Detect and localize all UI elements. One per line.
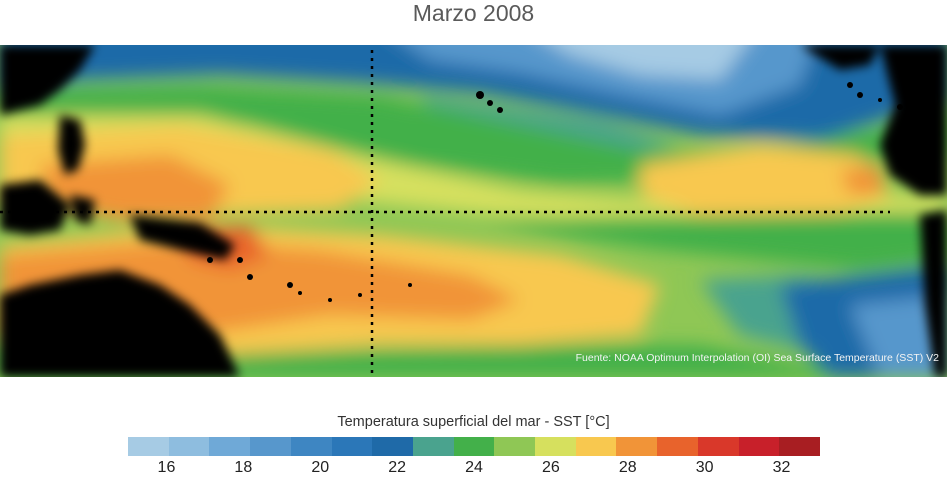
colorbar-segment xyxy=(616,437,658,456)
land-central-america xyxy=(880,45,947,195)
colorbar-tick-label: 26 xyxy=(541,459,560,476)
colorbar-segment xyxy=(412,437,454,456)
colorbar-tick-label: 30 xyxy=(695,459,714,476)
islands xyxy=(207,82,903,302)
colorbar-segment xyxy=(738,437,780,456)
colorbar-segment xyxy=(168,437,210,456)
colorbar-segment xyxy=(331,437,373,456)
colorbar-ticks: 16 18 20 22 24 26 28 30 32 xyxy=(128,459,820,481)
sst-map: Fuente: NOAA Optimum Interpolation (OI) … xyxy=(0,45,947,377)
colorbar-segment xyxy=(494,437,536,456)
colorbar-segment xyxy=(697,437,739,456)
land-indonesia xyxy=(0,180,70,235)
land-north-america-coast xyxy=(800,45,880,70)
colorbar-tick-label: 18 xyxy=(234,459,253,476)
colorbar-tick-label: 20 xyxy=(311,459,330,476)
land-south-america xyxy=(920,210,947,377)
colorbar-segment xyxy=(779,437,820,456)
colorbar-tick-label: 28 xyxy=(618,459,637,476)
land-new-guinea xyxy=(130,215,235,260)
colorbar-label: Temperatura superficial del mar - SST [°… xyxy=(337,414,610,430)
land-philippines xyxy=(58,115,85,175)
zone-yellow-east xyxy=(640,145,890,220)
colorbar-segment xyxy=(453,437,495,456)
colorbar-segment xyxy=(575,437,617,456)
sst-map-canvas: Fuente: NOAA Optimum Interpolation (OI) … xyxy=(0,45,947,377)
colorbar-segment xyxy=(209,437,251,456)
land-asia xyxy=(0,45,95,115)
zone-green-cold-tongue xyxy=(480,213,947,270)
map-title: Marzo 2008 xyxy=(412,0,535,26)
colorbar-segment xyxy=(128,437,169,456)
colorbar xyxy=(128,437,820,456)
colorbar-tick-label: 32 xyxy=(772,459,791,476)
colorbar-segment xyxy=(657,437,698,456)
colorbar-segment xyxy=(372,437,413,456)
colorbar-segment xyxy=(290,437,332,456)
zone-coldest-north xyxy=(553,45,746,80)
colorbar-tick-label: 24 xyxy=(465,459,483,476)
source-note: Fuente: NOAA Optimum Interpolation (OI) … xyxy=(576,352,940,364)
zone-green-south xyxy=(0,345,947,377)
colorbar-tick-label: 22 xyxy=(388,459,407,476)
colorbar-segment xyxy=(535,437,576,456)
land-australia xyxy=(0,270,240,377)
land xyxy=(0,45,947,377)
land-sulawesi xyxy=(70,195,95,225)
colorbar-tick-label: 16 xyxy=(157,459,176,476)
zone-cold-southeast xyxy=(850,295,947,377)
colorbar-segment xyxy=(250,437,291,456)
zone-orange-east xyxy=(840,165,885,195)
